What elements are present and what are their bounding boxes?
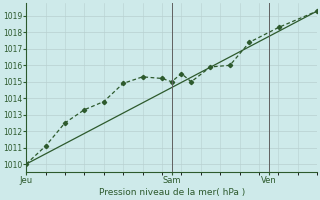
X-axis label: Pression niveau de la mer( hPa ): Pression niveau de la mer( hPa ) [99,188,245,197]
